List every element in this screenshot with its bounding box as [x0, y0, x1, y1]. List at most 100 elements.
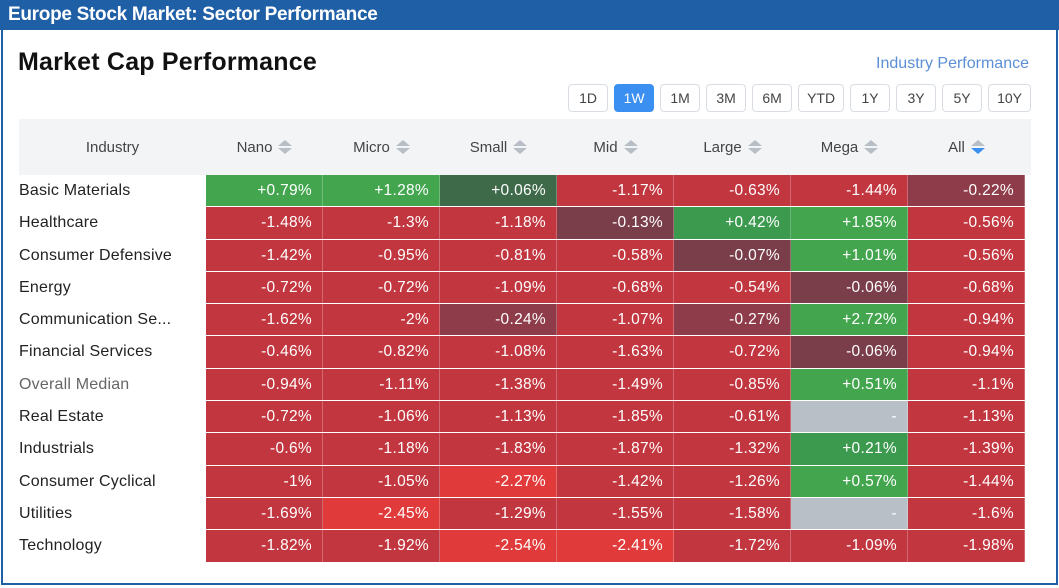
period-selector: 1D 1W 1M 3M 6M YTD 1Y 3Y 5Y 10Y — [568, 84, 1031, 112]
performance-cell: -0.95% — [323, 239, 440, 271]
header-small[interactable]: Small — [440, 139, 557, 156]
performance-cell: -0.72% — [674, 336, 791, 368]
header-label: Micro — [353, 138, 390, 156]
industry-name[interactable]: Industrials — [19, 440, 95, 458]
period-button-6m[interactable]: 6M — [752, 84, 793, 112]
performance-cell: -1.32% — [674, 433, 791, 465]
header-all[interactable]: All — [908, 139, 1025, 156]
industry-performance-link[interactable]: Industry Performance — [876, 55, 1029, 72]
performance-cell: -1.58% — [674, 497, 791, 530]
performance-cell: -1.06% — [323, 401, 440, 433]
performance-cell: -0.24% — [440, 304, 557, 336]
performance-cell: -1.49% — [557, 368, 674, 401]
performance-cell: -0.72% — [323, 271, 440, 304]
header-large[interactable]: Large — [674, 139, 791, 156]
industry-name[interactable]: Healthcare — [19, 214, 99, 232]
table-row[interactable]: Utilities -1.69% -2.45% -1.29% -1.55% -1.58% -… — [19, 497, 1031, 531]
performance-cell: +0.42% — [674, 207, 791, 239]
performance-cell: -1.87% — [557, 433, 674, 465]
period-button-5y[interactable]: 5Y — [942, 84, 983, 112]
header-label: Small — [469, 138, 508, 156]
industry-name[interactable]: Utilities — [19, 504, 73, 522]
sort-icon — [623, 140, 638, 154]
period-button-10y[interactable]: 10Y — [988, 84, 1031, 112]
performance-cell: -0.72% — [206, 401, 323, 433]
period-button-1y[interactable]: 1Y — [850, 84, 891, 112]
performance-cell: -0.72% — [206, 271, 323, 304]
performance-cell: -0.56% — [908, 239, 1025, 271]
industry-name[interactable]: Overall Median — [19, 375, 130, 393]
performance-cell: -2.45% — [323, 497, 440, 530]
table-row[interactable]: Consumer Defensive -1.42% -0.95% -0.81% -0.5… — [19, 239, 1031, 272]
performance-cell: +0.21% — [791, 433, 908, 465]
table-row[interactable]: Basic Materials +0.79% +1.28% +0.06% -1.17% -… — [19, 175, 1031, 208]
performance-cell: -1.44% — [908, 465, 1025, 497]
industry-name[interactable]: Financial Services — [19, 343, 153, 361]
period-button-3m[interactable]: 3M — [706, 84, 747, 112]
performance-cell: +0.79% — [206, 175, 323, 207]
performance-cell: +0.57% — [791, 465, 908, 497]
industry-name[interactable]: Energy — [19, 278, 71, 296]
table-row[interactable]: Technology -1.82% -1.92% -2.54% -2.41% -1.72%… — [19, 530, 1031, 563]
performance-cell: -1.29% — [440, 497, 557, 530]
performance-cell: -1.69% — [206, 497, 323, 530]
industry-name[interactable]: Communication Se... — [19, 311, 172, 329]
header-mega[interactable]: Mega — [791, 139, 908, 156]
performance-cell: -0.58% — [557, 239, 674, 271]
table-row[interactable]: Energy -0.72% -0.72% -1.09% -0.68% -0.54% -0.0… — [19, 271, 1031, 305]
performance-cell: -0.61% — [674, 401, 791, 433]
industry-name[interactable]: Real Estate — [19, 408, 104, 426]
performance-cell: -0.07% — [674, 239, 791, 271]
performance-cell: -0.63% — [674, 175, 791, 207]
performance-cell: - — [791, 497, 908, 530]
performance-cell: -2.27% — [440, 465, 557, 497]
sort-icon — [513, 140, 528, 154]
performance-cell: -0.94% — [908, 336, 1025, 368]
performance-cell: -0.85% — [674, 368, 791, 401]
sort-icon — [395, 140, 410, 154]
table-row[interactable]: Healthcare -1.48% -1.3% -1.18% -0.13% +0.42% +… — [19, 207, 1031, 240]
performance-cell: -1.1% — [908, 368, 1025, 401]
header-label: Large — [703, 138, 742, 156]
table-row[interactable]: Financial Services -0.46% -0.82% -1.08% -1.6… — [19, 336, 1031, 369]
performance-cell: +0.51% — [791, 368, 908, 401]
header-mid[interactable]: Mid — [557, 139, 674, 156]
industry-name[interactable]: Consumer Cyclical — [19, 472, 156, 490]
period-button-1w[interactable]: 1W — [614, 84, 655, 112]
performance-cell: -1.13% — [440, 401, 557, 433]
performance-cell: +2.72% — [791, 304, 908, 336]
performance-cell: -1.38% — [440, 368, 557, 401]
performance-cell: -1.09% — [440, 271, 557, 304]
table-row[interactable]: Industrials -0.6% -1.18% -1.83% -1.87% -1.32%… — [19, 433, 1031, 466]
performance-cell: -1.05% — [323, 465, 440, 497]
period-button-ytd[interactable]: YTD — [798, 84, 845, 112]
performance-cell: -2.41% — [557, 530, 674, 562]
page-banner: Europe Stock Market: Sector Performance — [0, 0, 1059, 30]
header-micro[interactable]: Micro — [323, 139, 440, 156]
industry-name[interactable]: Basic Materials — [19, 182, 131, 199]
performance-cell: -0.68% — [908, 271, 1025, 304]
performance-cell: -1.13% — [908, 401, 1025, 433]
table-row[interactable]: Communication Se... -1.62% -2% -0.24% -1.07%… — [19, 304, 1031, 337]
performance-cell: -0.06% — [791, 271, 908, 304]
industry-name[interactable]: Technology — [19, 537, 102, 555]
header-label: Mega — [820, 138, 859, 156]
performance-cell: -1.63% — [557, 336, 674, 368]
performance-cell: -0.22% — [908, 175, 1025, 207]
performance-cell: -0.68% — [557, 271, 674, 304]
table-row[interactable]: Consumer Cyclical -1% -1.05% -2.27% -1.42% -1… — [19, 465, 1031, 498]
period-button-3y[interactable]: 3Y — [896, 84, 937, 112]
performance-cell: -0.13% — [557, 207, 674, 239]
industry-name[interactable]: Consumer Defensive — [19, 246, 172, 264]
table-row[interactable]: Overall Median -0.94% -1.11% -1.38% -1.49% -0… — [19, 368, 1031, 402]
header-nano[interactable]: Nano — [206, 139, 323, 156]
sort-icon — [864, 140, 879, 154]
period-button-1m[interactable]: 1M — [660, 84, 701, 112]
table-row[interactable]: Real Estate -0.72% -1.06% -1.13% -1.85% -0.61… — [19, 401, 1031, 434]
performance-cell: -0.56% — [908, 207, 1025, 239]
performance-cell: -1.42% — [557, 465, 674, 497]
performance-cell: -2% — [323, 304, 440, 336]
period-button-1d[interactable]: 1D — [568, 84, 609, 112]
header-industry[interactable]: Industry — [85, 138, 140, 156]
performance-cell: +1.01% — [791, 239, 908, 271]
